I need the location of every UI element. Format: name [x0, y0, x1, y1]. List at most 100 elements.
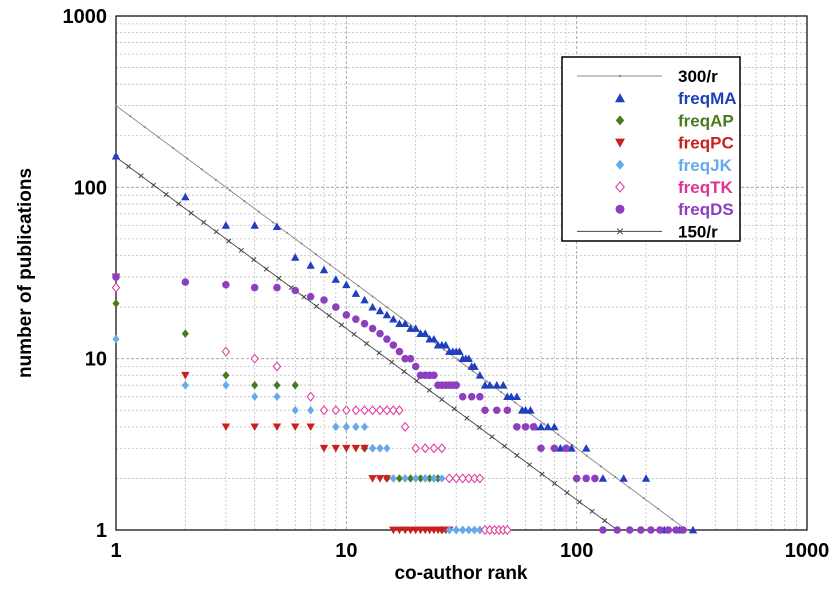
data-point-freqDS — [537, 444, 545, 453]
series-marker-300/r — [300, 242, 303, 245]
series-marker-300/r — [514, 401, 517, 404]
data-point-freqJK — [401, 474, 409, 483]
series-freqJK — [112, 334, 489, 535]
data-point-freqDS — [599, 526, 607, 534]
data-point-freqDS — [467, 392, 476, 401]
data-point-freqTK — [319, 405, 329, 416]
data-point-freqJK — [352, 422, 360, 432]
data-point-freqMA — [619, 474, 628, 482]
data-point-freqMA — [375, 306, 385, 315]
legend-label: freqJK — [678, 156, 733, 175]
legend-label: freqAP — [678, 111, 734, 130]
series-marker-300/r — [157, 136, 160, 139]
x-tick-label: 100 — [560, 540, 593, 562]
data-point-freqTK — [360, 405, 369, 416]
data-point-freqTK — [375, 405, 385, 416]
data-point-freqMA — [455, 347, 464, 355]
data-point-freqTK — [452, 473, 461, 484]
series-marker-300/r — [599, 465, 603, 468]
data-point-freqTK — [464, 473, 473, 484]
data-point-freqMA — [507, 392, 516, 401]
y-tick-label: 1000 — [63, 6, 108, 28]
data-point-freqDS — [672, 526, 680, 534]
legend-item: 300/r — [577, 67, 718, 86]
data-point-freqAP — [251, 381, 259, 390]
data-point-freqMA — [485, 381, 495, 389]
data-point-freqDS — [291, 286, 300, 295]
series-marker-150/r — [213, 229, 219, 235]
series-marker-150/r — [464, 415, 470, 421]
data-point-freqAP — [406, 474, 415, 483]
data-point-freqTK — [395, 405, 404, 416]
data-point-freqPC — [351, 444, 361, 453]
data-point-freqTK — [400, 421, 410, 432]
legend-item: freqAP — [615, 111, 734, 130]
series-marker-300/r — [343, 274, 346, 277]
data-point-freqJK — [452, 525, 460, 535]
data-point-freqPC — [360, 444, 369, 453]
series-freqDS — [112, 273, 687, 534]
data-point-freqDS — [360, 319, 369, 328]
data-point-freqDS — [383, 335, 391, 343]
legend-item: freqJK — [615, 156, 733, 175]
data-point-freqMA — [400, 319, 410, 328]
data-point-freqAP — [291, 381, 299, 390]
series-marker-150/r — [414, 378, 420, 384]
data-point-freqMA — [598, 474, 608, 482]
data-point-freqMA — [499, 381, 508, 389]
series-marker-150/r — [263, 266, 269, 272]
series-marker-150/r — [514, 452, 520, 458]
data-point-freqJK — [332, 422, 340, 432]
data-point-freqMA — [181, 192, 190, 201]
data-point-freqMA — [429, 334, 439, 343]
series-marker-300/r — [243, 199, 246, 203]
series-marker-300/r — [457, 359, 460, 362]
data-point-freqJK — [222, 381, 230, 390]
series-marker-300/r — [286, 231, 289, 234]
data-point-freqMA — [536, 422, 546, 431]
series-marker-150/r — [489, 434, 495, 440]
data-point-freqMA — [526, 406, 535, 414]
data-point-freqTK — [221, 346, 231, 357]
data-point-freqDS — [306, 292, 315, 301]
data-point-freqPC — [375, 475, 385, 483]
data-point-freqMA — [368, 302, 377, 311]
series-marker-150/r — [376, 350, 382, 356]
data-point-freqJK — [421, 474, 429, 483]
data-point-freqTK — [411, 443, 420, 454]
data-point-freqMA — [331, 275, 340, 283]
legend-item: freqPC — [615, 134, 734, 153]
data-point-freqMA — [688, 525, 698, 534]
series-marker-300/r — [628, 486, 631, 489]
series-marker-150/r — [251, 257, 257, 263]
data-point-freqDS — [401, 354, 409, 363]
data-point-freqTK — [272, 361, 282, 372]
series-marker-150/r — [389, 359, 395, 365]
data-point-freqTK — [503, 525, 512, 535]
data-point-freqDS — [562, 444, 570, 453]
data-point-freqJK — [412, 474, 420, 483]
y-tick-label: 10 — [85, 349, 107, 371]
series-marker-150/r — [226, 238, 232, 244]
data-point-freqDS — [112, 273, 120, 281]
data-point-freqDS — [582, 474, 590, 483]
series-marker-150/r — [552, 480, 558, 486]
data-point-freqDS — [625, 526, 634, 534]
series-marker-300/r — [257, 210, 260, 213]
series-marker-300/r — [114, 104, 118, 107]
series-marker-150/r — [176, 201, 182, 207]
y-tick-label: 1 — [96, 520, 107, 542]
series-marker-300/r — [200, 168, 203, 171]
data-point-freqDS — [181, 278, 190, 286]
legend-box — [561, 56, 741, 242]
series-marker-150/r — [401, 368, 407, 375]
legend-label: freqPC — [678, 134, 734, 153]
data-point-freqDS — [656, 526, 664, 534]
data-point-freqTK — [331, 405, 341, 416]
data-point-freqJK — [445, 525, 453, 535]
data-point-freqJK — [251, 392, 259, 401]
series-marker-150/r — [526, 462, 533, 468]
data-point-freqMA — [306, 261, 315, 269]
data-point-freqDS — [352, 315, 360, 323]
